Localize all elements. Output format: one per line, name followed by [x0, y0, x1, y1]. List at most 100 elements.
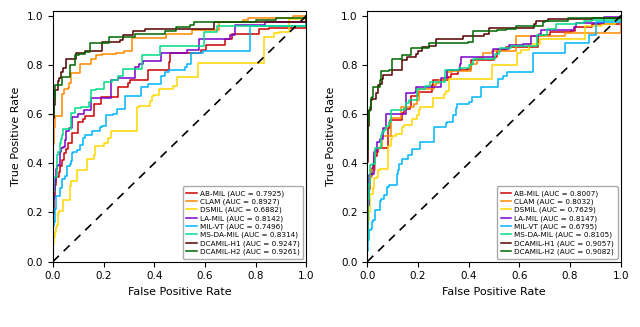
- Line: AB-MIL (AUC = 0.8007): AB-MIL (AUC = 0.8007): [367, 16, 621, 262]
- LA-MIL (AUC = 0.8147): [374, 140, 382, 144]
- MS-DA-MIL (AUC = 0.8105): [533, 44, 541, 48]
- MS-DA-MIL (AUC = 0.8314): [53, 153, 61, 157]
- DCAMIL-H1 (AUC = 0.9057): [366, 109, 374, 112]
- DCAMIL-H1 (AUC = 0.9247): [50, 116, 58, 120]
- DCAMIL-H1 (AUC = 0.9247): [151, 27, 159, 31]
- CLAM (AUC = 0.8927): [77, 62, 85, 66]
- AB-MIL (AUC = 0.8007): [365, 187, 372, 191]
- DCAMIL-H1 (AUC = 0.9247): [63, 57, 71, 60]
- MIL-VT (AUC = 0.6795): [366, 228, 374, 232]
- LA-MIL (AUC = 0.8147): [505, 47, 513, 51]
- DSMIL (AUC = 0.6882): [157, 87, 165, 91]
- CLAM (AUC = 0.8032): [617, 14, 625, 18]
- CLAM (AUC = 0.8927): [216, 20, 223, 24]
- Line: MS-DA-MIL (AUC = 0.8314): MS-DA-MIL (AUC = 0.8314): [53, 16, 306, 262]
- Line: DCAMIL-H2 (AUC = 0.9261): DCAMIL-H2 (AUC = 0.9261): [53, 16, 306, 262]
- DCAMIL-H1 (AUC = 0.9057): [364, 260, 371, 264]
- LA-MIL (AUC = 0.8142): [92, 96, 99, 100]
- DSMIL (AUC = 0.7629): [617, 14, 625, 18]
- LA-MIL (AUC = 0.8147): [617, 14, 625, 18]
- DCAMIL-H2 (AUC = 0.9082): [499, 28, 507, 32]
- LA-MIL (AUC = 0.8147): [402, 112, 410, 116]
- MIL-VT (AUC = 0.7496): [68, 159, 76, 163]
- DCAMIL-H2 (AUC = 0.9261): [175, 25, 182, 28]
- DSMIL (AUC = 0.7629): [364, 260, 371, 264]
- DCAMIL-H2 (AUC = 0.9082): [369, 95, 377, 99]
- LA-MIL (AUC = 0.8147): [365, 182, 372, 186]
- Line: CLAM (AUC = 0.8032): CLAM (AUC = 0.8032): [367, 16, 621, 262]
- MIL-VT (AUC = 0.7496): [50, 220, 58, 224]
- MIL-VT (AUC = 0.6795): [364, 260, 371, 264]
- CLAM (AUC = 0.8927): [51, 125, 58, 129]
- DSMIL (AUC = 0.6882): [60, 209, 67, 213]
- AB-MIL (AUC = 0.8007): [364, 260, 371, 264]
- DCAMIL-H2 (AUC = 0.9261): [49, 118, 57, 122]
- DCAMIL-H2 (AUC = 0.9261): [51, 96, 58, 100]
- Line: DSMIL (AUC = 0.7629): DSMIL (AUC = 0.7629): [367, 16, 621, 262]
- DCAMIL-H2 (AUC = 0.9082): [388, 68, 396, 72]
- Line: DCAMIL-H1 (AUC = 0.9057): DCAMIL-H1 (AUC = 0.9057): [367, 16, 621, 262]
- AB-MIL (AUC = 0.8007): [617, 14, 625, 18]
- LA-MIL (AUC = 0.8142): [186, 48, 193, 52]
- LA-MIL (AUC = 0.8142): [51, 188, 58, 192]
- CLAM (AUC = 0.8032): [374, 148, 381, 152]
- MIL-VT (AUC = 0.7496): [49, 260, 57, 264]
- DCAMIL-H2 (AUC = 0.9261): [72, 63, 79, 67]
- MIL-VT (AUC = 0.7496): [181, 68, 189, 72]
- CLAM (AUC = 0.8032): [365, 198, 372, 202]
- Line: DCAMIL-H1 (AUC = 0.9247): DCAMIL-H1 (AUC = 0.9247): [53, 16, 306, 262]
- AB-MIL (AUC = 0.7925): [49, 260, 57, 264]
- LA-MIL (AUC = 0.8142): [302, 14, 310, 18]
- DSMIL (AUC = 0.7629): [365, 219, 372, 223]
- MS-DA-MIL (AUC = 0.8314): [175, 44, 182, 48]
- MIL-VT (AUC = 0.6795): [366, 228, 374, 232]
- MS-DA-MIL (AUC = 0.8105): [364, 199, 372, 203]
- LA-MIL (AUC = 0.8147): [364, 211, 371, 215]
- X-axis label: False Positive Rate: False Positive Rate: [128, 287, 231, 297]
- CLAM (AUC = 0.8927): [49, 149, 57, 153]
- AB-MIL (AUC = 0.8007): [502, 48, 509, 52]
- DCAMIL-H1 (AUC = 0.9247): [51, 92, 59, 96]
- DCAMIL-H2 (AUC = 0.9261): [92, 41, 100, 45]
- AB-MIL (AUC = 0.7925): [74, 120, 82, 124]
- X-axis label: False Positive Rate: False Positive Rate: [442, 287, 546, 297]
- DSMIL (AUC = 0.6882): [84, 157, 92, 161]
- Legend: AB-MIL (AUC = 0.8007), CLAM (AUC = 0.8032), DSMIL (AUC = 0.7629), LA-MIL (AUC = : AB-MIL (AUC = 0.8007), CLAM (AUC = 0.803…: [497, 186, 618, 259]
- MS-DA-MIL (AUC = 0.8314): [49, 200, 57, 204]
- DCAMIL-H2 (AUC = 0.9082): [364, 135, 372, 139]
- DCAMIL-H1 (AUC = 0.9247): [51, 92, 59, 96]
- MS-DA-MIL (AUC = 0.8105): [617, 14, 625, 18]
- DSMIL (AUC = 0.6882): [51, 235, 58, 239]
- CLAM (AUC = 0.8032): [381, 133, 389, 137]
- CLAM (AUC = 0.8927): [302, 14, 310, 18]
- DCAMIL-H1 (AUC = 0.9057): [364, 142, 372, 146]
- DCAMIL-H1 (AUC = 0.9247): [85, 49, 93, 53]
- DCAMIL-H2 (AUC = 0.9261): [302, 14, 310, 18]
- MIL-VT (AUC = 0.7496): [302, 14, 310, 18]
- Line: DCAMIL-H2 (AUC = 0.9082): DCAMIL-H2 (AUC = 0.9082): [367, 16, 621, 262]
- DSMIL (AUC = 0.7629): [387, 145, 395, 148]
- DCAMIL-H1 (AUC = 0.9057): [483, 31, 490, 35]
- LA-MIL (AUC = 0.8142): [52, 173, 60, 177]
- MIL-VT (AUC = 0.7496): [58, 186, 65, 190]
- DCAMIL-H2 (AUC = 0.9082): [617, 14, 625, 18]
- Legend: AB-MIL (AUC = 0.7925), CLAM (AUC = 0.8927), DSMIL (AUC = 0.6882), LA-MIL (AUC = : AB-MIL (AUC = 0.7925), CLAM (AUC = 0.892…: [182, 186, 303, 259]
- Y-axis label: True Positive Rate: True Positive Rate: [326, 87, 335, 186]
- MS-DA-MIL (AUC = 0.8105): [377, 136, 385, 140]
- LA-MIL (AUC = 0.8147): [364, 260, 371, 264]
- CLAM (AUC = 0.8927): [50, 136, 58, 140]
- MIL-VT (AUC = 0.7496): [51, 211, 59, 215]
- DSMIL (AUC = 0.6882): [49, 260, 57, 264]
- Line: AB-MIL (AUC = 0.7925): AB-MIL (AUC = 0.7925): [53, 16, 306, 262]
- AB-MIL (AUC = 0.8007): [364, 214, 372, 217]
- MIL-VT (AUC = 0.6795): [470, 95, 478, 99]
- AB-MIL (AUC = 0.7925): [50, 212, 58, 216]
- MS-DA-MIL (AUC = 0.8314): [302, 14, 310, 18]
- MS-DA-MIL (AUC = 0.8314): [49, 260, 57, 264]
- Line: MS-DA-MIL (AUC = 0.8105): MS-DA-MIL (AUC = 0.8105): [367, 16, 621, 262]
- MIL-VT (AUC = 0.6795): [617, 14, 625, 18]
- MIL-VT (AUC = 0.7496): [49, 234, 57, 238]
- DSMIL (AUC = 0.6882): [49, 248, 57, 252]
- AB-MIL (AUC = 0.7925): [166, 68, 173, 72]
- DCAMIL-H1 (AUC = 0.9057): [380, 74, 388, 77]
